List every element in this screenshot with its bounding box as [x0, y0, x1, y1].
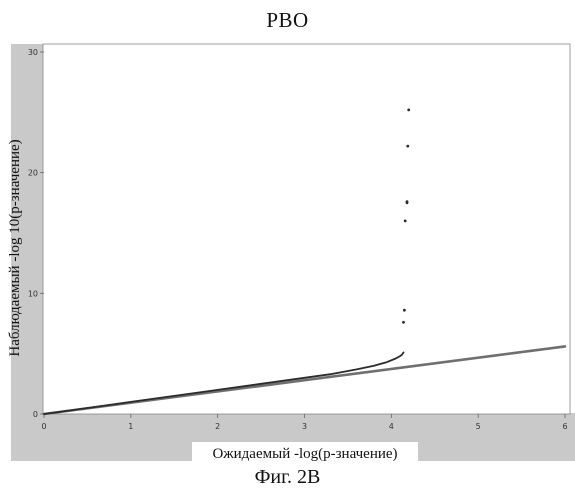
x-axis-label: Ожидаемый -log(p-значение) — [212, 446, 397, 462]
y-tick-label: 0 — [33, 410, 38, 419]
plot-area — [43, 44, 570, 414]
data-point — [407, 109, 410, 112]
data-point — [402, 321, 405, 324]
y-tick-label: 30 — [28, 48, 38, 57]
figure-caption: Фиг. 2B — [0, 466, 575, 489]
y-axis-label: Наблюдаемый -log 10(p-значение) — [7, 139, 23, 356]
x-tick-label: 1 — [128, 422, 133, 431]
data-point — [406, 200, 409, 203]
x-tick-label: 2 — [215, 422, 220, 431]
x-tick-label: 4 — [389, 422, 394, 431]
data-point — [404, 220, 407, 223]
x-tick-label: 5 — [476, 422, 481, 431]
y-tick-label: 10 — [28, 289, 38, 298]
data-point — [403, 309, 406, 312]
x-tick-label: 0 — [41, 422, 46, 431]
y-tick-label: 20 — [28, 169, 38, 178]
x-tick-label: 3 — [302, 422, 307, 431]
data-point — [406, 145, 409, 148]
x-tick-label: 6 — [562, 422, 567, 431]
